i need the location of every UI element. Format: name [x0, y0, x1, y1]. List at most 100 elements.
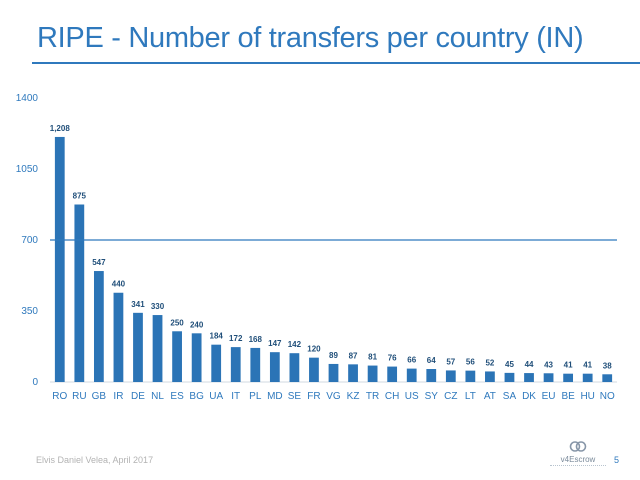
- bar: [387, 366, 398, 382]
- x-tick-label: CZ: [444, 391, 457, 402]
- x-tick-label: RO: [52, 391, 67, 402]
- x-tick-label: ES: [170, 391, 184, 402]
- bar: [504, 372, 515, 382]
- x-tick-label: DK: [522, 391, 536, 402]
- bar-value-label: 1,208: [50, 124, 71, 133]
- bar: [328, 363, 339, 382]
- bar-value-label: 440: [112, 280, 126, 289]
- bar-value-label: 43: [544, 360, 553, 369]
- bar-value-label: 76: [388, 354, 397, 363]
- x-tick-label: US: [405, 391, 419, 402]
- bar: [230, 347, 241, 382]
- bar-value-label: 120: [307, 345, 321, 354]
- bar-value-label: 81: [368, 353, 377, 362]
- bar: [465, 370, 476, 382]
- bar: [152, 315, 163, 382]
- bar-value-label: 172: [229, 334, 243, 343]
- bar-value-label: 87: [349, 351, 358, 360]
- bar-value-label: 875: [73, 192, 87, 201]
- bar-value-label: 57: [446, 357, 455, 366]
- x-tick-label: EU: [542, 391, 556, 402]
- bar: [191, 333, 202, 382]
- bar-value-label: 89: [329, 351, 338, 360]
- page-number: 5: [614, 455, 620, 465]
- x-tick-label: FR: [307, 391, 320, 402]
- bar: [485, 371, 495, 382]
- x-tick-label: SE: [288, 391, 302, 402]
- x-tick-label: RU: [72, 391, 86, 402]
- bar: [543, 373, 554, 382]
- bar-value-label: 41: [583, 361, 592, 370]
- bar: [113, 292, 124, 382]
- bar: [250, 347, 261, 382]
- y-tick-label: 1050: [16, 164, 39, 175]
- bar-value-label: 66: [407, 356, 416, 365]
- bar: [563, 373, 574, 382]
- x-tick-label: UA: [209, 391, 223, 402]
- logo-text: v4Escrow: [560, 455, 596, 464]
- x-tick-label: BG: [189, 391, 204, 402]
- x-tick-label: TR: [366, 391, 379, 402]
- bar-value-label: 41: [564, 361, 573, 370]
- slide-title: RIPE - Number of transfers per country (…: [37, 22, 584, 54]
- x-tick-label: IT: [231, 391, 240, 402]
- bar: [54, 136, 65, 382]
- bar: [406, 368, 417, 382]
- x-tick-label: KZ: [347, 391, 360, 402]
- title-divider: [32, 62, 640, 64]
- bar-value-label: 184: [210, 332, 224, 341]
- bar: [602, 374, 613, 382]
- bar-value-label: 52: [485, 358, 494, 367]
- y-tick-label: 350: [21, 306, 38, 317]
- x-tick-label: SA: [503, 391, 517, 402]
- logo-rings-icon: [569, 441, 587, 452]
- x-tick-label: PL: [249, 391, 262, 402]
- bar-value-label: 250: [170, 318, 184, 327]
- bar: [172, 331, 182, 382]
- x-tick-label: NL: [151, 391, 164, 402]
- bar: [289, 353, 300, 382]
- x-tick-label: MD: [267, 391, 283, 402]
- x-tick-label: GB: [92, 391, 107, 402]
- x-tick-label: BE: [561, 391, 575, 402]
- bar: [93, 271, 104, 382]
- y-tick-label: 1400: [16, 93, 39, 104]
- bar-value-label: 168: [249, 335, 263, 344]
- logo-tagline-rule: [550, 465, 606, 467]
- bar-value-label: 147: [268, 339, 282, 348]
- bar: [133, 312, 143, 382]
- bar: [348, 364, 358, 382]
- bar: [426, 369, 437, 382]
- bar-value-label: 240: [190, 320, 204, 329]
- x-tick-label: SY: [425, 391, 439, 402]
- bar: [269, 352, 280, 382]
- x-tick-label: AT: [484, 391, 496, 402]
- x-tick-label: VG: [326, 391, 341, 402]
- bar-value-label: 341: [131, 300, 145, 309]
- bar-value-label: 56: [466, 358, 475, 367]
- bar-value-label: 142: [288, 340, 302, 349]
- bar-value-label: 547: [92, 258, 106, 267]
- bar-value-label: 45: [505, 360, 514, 369]
- bar: [367, 365, 378, 382]
- bar: [445, 370, 456, 382]
- bar-value-label: 38: [603, 361, 612, 370]
- x-tick-label: IR: [113, 391, 123, 402]
- footer-author: Elvis Daniel Velea, April 2017: [36, 455, 154, 465]
- company-logo: v4Escrow: [548, 440, 608, 470]
- y-tick-label: 700: [21, 235, 38, 246]
- x-tick-label: DE: [131, 391, 145, 402]
- y-tick-label: 0: [32, 377, 38, 388]
- bar-value-label: 44: [525, 360, 534, 369]
- bar-value-label: 64: [427, 356, 436, 365]
- x-tick-label: NO: [600, 391, 615, 402]
- bar: [74, 204, 85, 382]
- bar: [582, 373, 593, 382]
- bar: [211, 344, 222, 382]
- bar: [309, 357, 319, 382]
- x-tick-label: CH: [385, 391, 399, 402]
- bar-value-label: 330: [151, 302, 165, 311]
- x-tick-label: LT: [465, 391, 476, 402]
- bar: [524, 373, 534, 382]
